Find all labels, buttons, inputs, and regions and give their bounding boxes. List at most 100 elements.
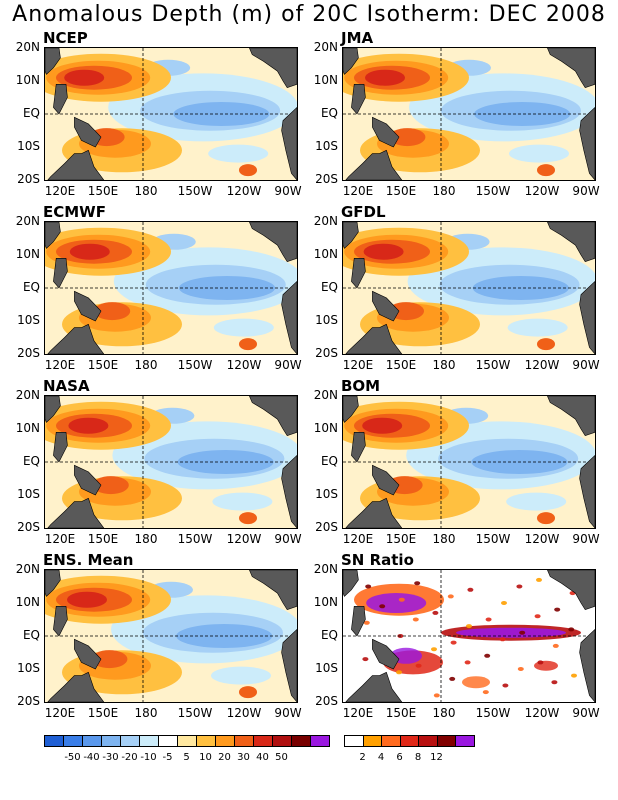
map-area — [342, 221, 596, 355]
longitude-label: 150W — [177, 532, 213, 546]
latitude-label: EQ — [22, 106, 40, 120]
latitude-label: EQ — [22, 454, 40, 468]
colorbar-swatch — [455, 735, 475, 747]
longitude-label: 180 — [432, 184, 456, 198]
land-indochina — [343, 396, 359, 423]
land-new-guinea — [372, 638, 400, 670]
latitude-label: EQ — [22, 280, 40, 294]
sn-speckle — [568, 627, 575, 632]
warm-anomaly — [537, 338, 555, 351]
colorbar-swatch — [120, 735, 140, 747]
map-panel: ECMWF 20N 10N EQ 10S 20S 120E 150E 180 150W 120W 90… — [0, 205, 302, 375]
land-new-guinea — [74, 638, 102, 670]
latitude-label: 10N — [15, 595, 40, 609]
map-plot — [45, 396, 297, 528]
latitude-label: 20S — [315, 346, 338, 360]
sn-speckle — [537, 660, 544, 665]
land-borneo — [351, 258, 366, 289]
sn-high — [366, 593, 427, 613]
longitude-label: 150E — [385, 706, 417, 720]
map-plot — [45, 222, 297, 354]
colorbar-tick-label: -30 — [102, 752, 119, 763]
anomaly-colorbar: -50 -40 -30 -20 -10 -5 5 10 20 30 40 50 — [44, 735, 330, 763]
longitude-label: 120E — [44, 358, 76, 372]
longitude-label: 150W — [475, 706, 511, 720]
sn-speckle — [447, 594, 454, 599]
longitude-label: 150W — [177, 706, 213, 720]
latitude-label: 20S — [17, 694, 40, 708]
sn-speckle — [554, 607, 561, 612]
colorbar-tick-label: 4 — [377, 752, 385, 763]
sn-speckle — [362, 657, 369, 662]
longitude-label: 180 — [432, 358, 456, 372]
colorbar-swatch — [291, 735, 311, 747]
latitude-label: 20N — [15, 40, 40, 54]
colorbar-swatch — [381, 735, 401, 747]
land-south-america — [579, 106, 595, 180]
warm-anomaly — [91, 650, 128, 669]
sn-speckle — [412, 617, 419, 622]
land-indochina — [45, 396, 61, 423]
colorbar-swatch — [418, 735, 438, 747]
sn-speckle — [449, 676, 456, 681]
longitude-label: 90W — [274, 706, 302, 720]
land-australia — [345, 671, 403, 702]
land-central-america — [249, 48, 297, 88]
latitude-label: 20N — [313, 562, 338, 576]
sn-speckle — [501, 601, 507, 605]
sn-speckle — [484, 653, 491, 658]
land-borneo — [53, 84, 68, 115]
land-australia — [345, 149, 403, 180]
longitude-label: 150E — [385, 358, 417, 372]
land-australia — [47, 497, 105, 528]
longitude-label: 120W — [226, 532, 262, 546]
colorbar-swatch — [362, 735, 382, 747]
sn-speckle — [396, 670, 402, 675]
colorbar-swatch — [63, 735, 83, 747]
warm-anomaly — [537, 512, 555, 525]
map-plot — [45, 48, 297, 180]
sn-speckle — [482, 690, 489, 695]
land-australia — [345, 323, 403, 354]
land-south-america — [579, 628, 595, 702]
land-australia — [47, 149, 105, 180]
latitude-label: 10N — [313, 247, 338, 261]
latitude-label: EQ — [320, 280, 338, 294]
colorbar-swatch — [44, 735, 64, 747]
land-australia — [47, 671, 105, 702]
latitude-label: 20S — [315, 694, 338, 708]
longitude-label: 90W — [274, 532, 302, 546]
land-new-guinea — [74, 464, 102, 496]
panel-label: NCEP — [43, 29, 88, 47]
sn-ratio-colorbar: 2 4 6 8 12 — [344, 735, 475, 763]
sn-speckle — [516, 584, 523, 589]
sn-speckle — [464, 660, 471, 665]
longitude-label: 120E — [342, 358, 374, 372]
longitude-label: 180 — [432, 706, 456, 720]
land-south-america — [579, 280, 595, 354]
land-central-america — [249, 396, 297, 436]
panel-label: JMA — [341, 29, 374, 47]
longitude-label: 150W — [475, 184, 511, 198]
longitude-label: 120E — [44, 706, 76, 720]
land-new-guinea — [372, 464, 400, 496]
sn-speckle — [450, 640, 457, 645]
map-area — [44, 395, 298, 529]
map-plot — [343, 48, 595, 180]
sn-speckle — [519, 630, 526, 635]
sn-speckle — [517, 667, 524, 671]
warm-anomaly — [388, 302, 424, 321]
longitude-label: 150W — [177, 184, 213, 198]
warm-anomaly — [64, 69, 105, 86]
panel-label: NASA — [43, 377, 90, 395]
sn-speckle — [551, 680, 558, 685]
land-south-america — [281, 628, 297, 702]
colorbar-swatch — [310, 735, 330, 747]
land-new-guinea — [74, 116, 102, 148]
land-new-guinea — [372, 290, 400, 322]
sn-speckle — [379, 604, 386, 609]
latitude-label: 10S — [315, 661, 338, 675]
land-australia — [47, 323, 105, 354]
warm-anomaly — [363, 243, 404, 260]
map-area — [44, 221, 298, 355]
